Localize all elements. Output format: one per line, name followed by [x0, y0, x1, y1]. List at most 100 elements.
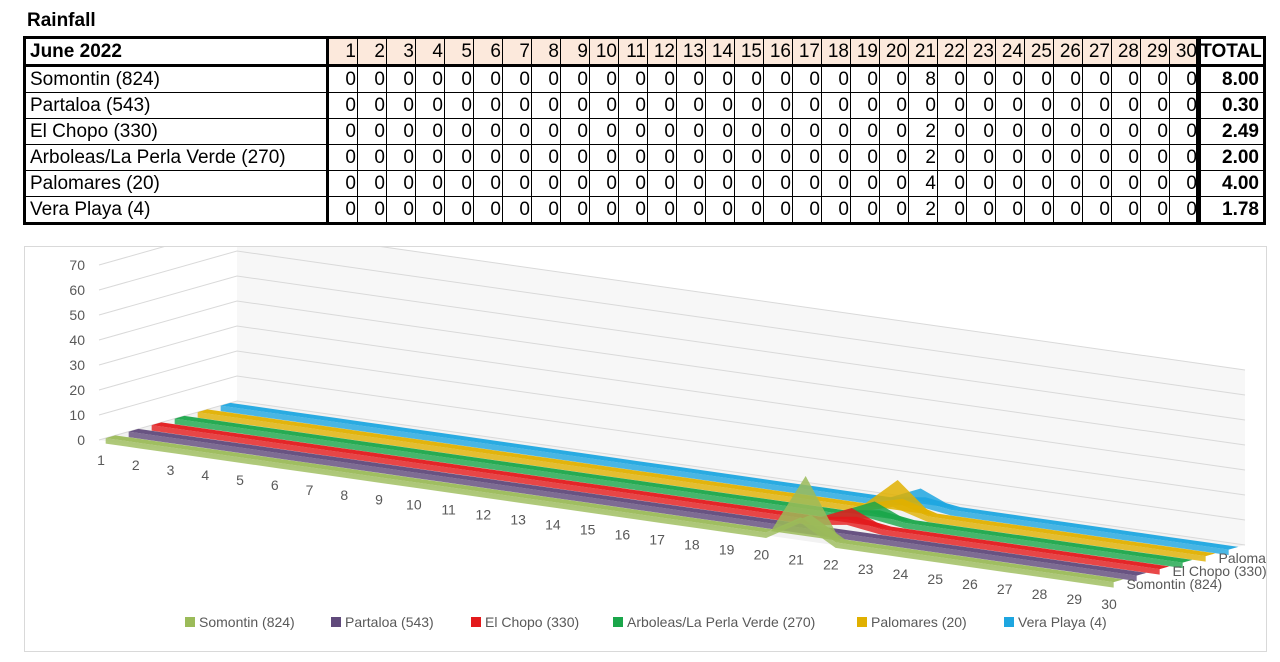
x-tick-label: 1 — [97, 452, 105, 468]
rain-cell: 0 — [995, 144, 1025, 171]
rain-cell: 0 — [357, 196, 387, 225]
rain-cell: 0 — [589, 118, 619, 145]
series-area — [197, 409, 1216, 557]
rain-cell: 0 — [647, 170, 677, 197]
day-header: 1 — [327, 36, 358, 67]
total-row: 2.49 — [1196, 118, 1266, 145]
series-0 — [105, 435, 1124, 588]
day-header: 2 — [357, 36, 387, 67]
rain-cell: 0 — [357, 144, 387, 171]
day-header: 20 — [879, 36, 909, 67]
series-front-face — [174, 418, 1183, 569]
chart-back-wall — [237, 247, 1245, 545]
rain-cell: 0 — [821, 118, 851, 145]
rain-cell: 0 — [705, 170, 735, 197]
day-header: 13 — [676, 36, 706, 67]
rain-cell: 0 — [386, 65, 416, 93]
x-tick-label: 3 — [167, 462, 175, 478]
rain-cell: 0 — [502, 196, 532, 225]
rain-cell: 0 — [937, 65, 967, 93]
rain-cell: 0 — [705, 196, 735, 225]
rain-cell: 0 — [792, 196, 822, 225]
rain-cell: 0 — [473, 118, 503, 145]
series-front-face — [105, 438, 1114, 588]
rain-cell: 0 — [1111, 196, 1141, 225]
rain-cell: 0 — [966, 144, 996, 171]
rain-cell: 0 — [531, 170, 561, 197]
rain-cell: 0 — [444, 144, 474, 171]
series-front-face — [220, 405, 1229, 556]
rain-cell: 0 — [386, 118, 416, 145]
rain-cell: 4 — [908, 170, 938, 197]
rain-cell: 8 — [908, 65, 938, 93]
x-tick-label: 7 — [306, 482, 314, 498]
rain-cell: 0 — [386, 92, 416, 119]
rain-cell: 0 — [618, 118, 648, 145]
day-header: 26 — [1053, 36, 1083, 67]
rain-cell: 0 — [763, 196, 793, 225]
rain-cell: 0 — [357, 65, 387, 93]
rain-cell: 0 — [415, 144, 445, 171]
x-tick-label: 14 — [545, 517, 561, 533]
x-tick-label: 27 — [997, 581, 1013, 597]
x-tick-label: 8 — [340, 487, 348, 503]
page-title: Rainfall — [27, 10, 96, 31]
legend-label: Arboleas/La Perla Verde (270) — [627, 614, 815, 630]
rain-cell: 0 — [444, 92, 474, 119]
legend: Somontin (824) Partaloa (543) El Chopo (33… — [185, 614, 1107, 630]
data-peak — [770, 476, 841, 542]
table-row: Somontin (824) 0 0 0 0 0 0 0 0 0 0 0 0 0 0 0 0 0 0 0 0 8 0 0 0 0 0… — [23, 65, 1201, 93]
rain-cell: 0 — [966, 92, 996, 119]
series-3 — [174, 415, 1193, 569]
day-header: 15 — [734, 36, 764, 67]
x-tick-label: 23 — [858, 561, 874, 577]
rain-cell: 0 — [1053, 65, 1083, 93]
rain-cell: 0 — [1024, 196, 1054, 225]
rain-cell: 0 — [1140, 170, 1170, 197]
rain-cell: 0 — [386, 144, 416, 171]
rain-cell: 0 — [1082, 170, 1112, 197]
rain-cell: 0 — [1111, 65, 1141, 93]
rain-cell: 0 — [1140, 118, 1170, 145]
rain-cell: 0 — [415, 170, 445, 197]
x-tick-label: 21 — [788, 551, 804, 567]
y-tick-label: 30 — [69, 357, 85, 373]
x-tick-label: 12 — [476, 507, 492, 523]
legend-label: Partaloa (543) — [345, 614, 434, 630]
total-cell: 2.00 — [1196, 144, 1266, 171]
rain-cell: 0 — [1140, 65, 1170, 93]
rain-cell: 0 — [763, 65, 793, 93]
series-area — [151, 422, 1170, 570]
rain-cell: 0 — [531, 92, 561, 119]
rain-cell: 0 — [618, 92, 648, 119]
rain-cell: 0 — [1024, 144, 1054, 171]
series-2 — [151, 422, 1170, 575]
table-row: El Chopo (330) 0 0 0 0 0 0 0 0 0 0 0 0 0 0 0 0 0 0 0 0 2 0 0 0 0 0… — [23, 118, 1201, 145]
rain-cell: 0 — [647, 144, 677, 171]
rain-cell: 0 — [531, 65, 561, 93]
rain-cell: 0 — [792, 92, 822, 119]
rain-cell: 0 — [1053, 196, 1083, 225]
series-front-face — [151, 425, 1160, 575]
rain-cell: 0 — [502, 92, 532, 119]
rain-cell: 0 — [850, 144, 880, 171]
rain-cell: 0 — [415, 118, 445, 145]
day-header: 29 — [1140, 36, 1170, 67]
table-row: Arboleas/La Perla Verde (270) 0 0 0 0 0 0 0 0 0 0 0… — [23, 144, 1201, 171]
rain-cell: 0 — [560, 92, 590, 119]
legend-label: El Chopo (330) — [485, 614, 579, 630]
station-label: Palomares (20) — [23, 170, 329, 197]
chart-area: 0 10 20 30 40 50 60 70 1 2 3 4 5 6 7 8 9 10 11 12 13 14 15 16 17… — [24, 246, 1267, 652]
depth-label: El Chopo (330) — [1173, 563, 1267, 579]
rain-cell: 0 — [792, 144, 822, 171]
day-header: 12 — [647, 36, 677, 67]
rain-cell: 0 — [473, 144, 503, 171]
rain-cell: 0 — [502, 144, 532, 171]
rain-cell: 0 — [792, 118, 822, 145]
rain-cell: 0 — [531, 118, 561, 145]
rain-cell: 0 — [502, 65, 532, 93]
day-header: 23 — [966, 36, 996, 67]
series-area — [174, 415, 1193, 563]
day-header: 6 — [473, 36, 503, 67]
